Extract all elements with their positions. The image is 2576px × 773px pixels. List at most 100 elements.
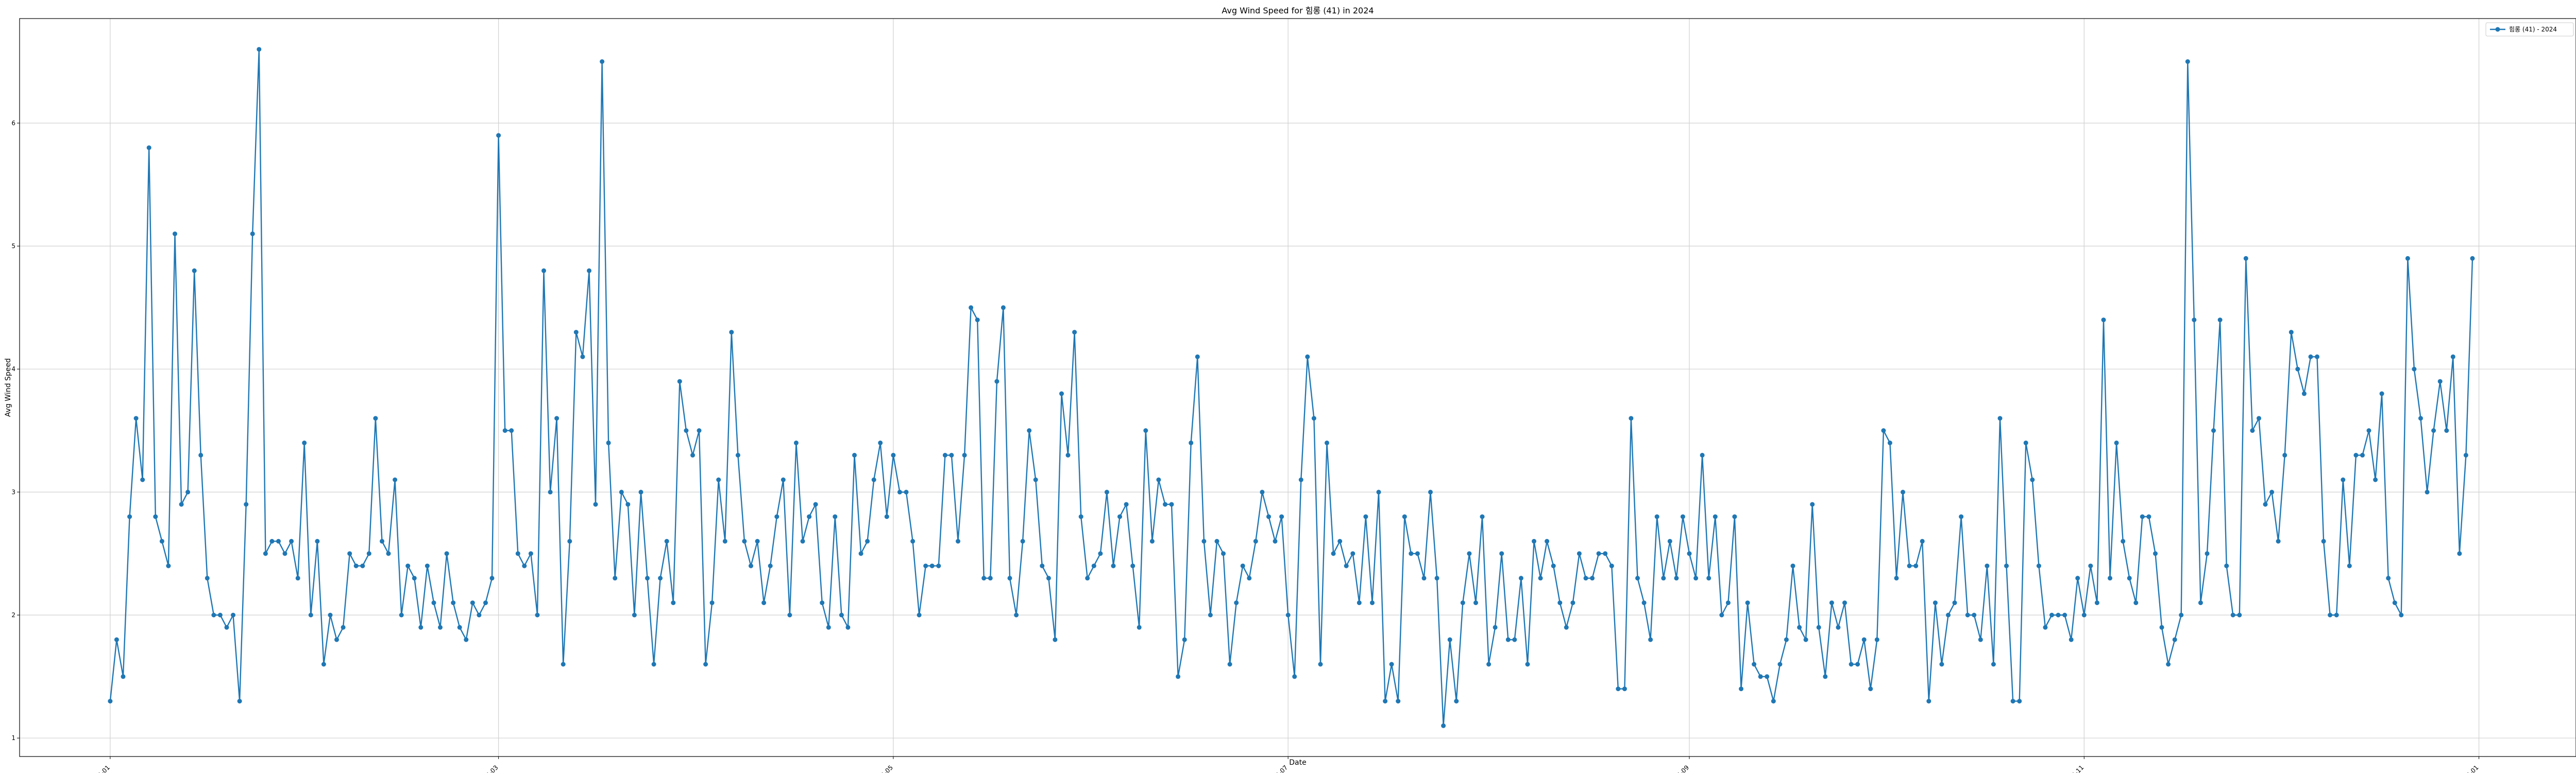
data-point — [2282, 452, 2287, 458]
data-point — [1855, 662, 1860, 667]
data-point — [477, 613, 482, 617]
data-point — [2334, 613, 2339, 617]
data-point — [2301, 391, 2307, 396]
x-tick-label: 2024-09 — [1667, 764, 1690, 773]
data-point — [1946, 613, 1951, 617]
data-point — [904, 490, 909, 495]
data-point — [826, 625, 831, 630]
data-point — [2185, 59, 2190, 64]
data-point — [1596, 551, 1601, 556]
data-point — [593, 502, 598, 507]
data-point — [1713, 514, 1718, 519]
data-point — [1402, 514, 1407, 519]
data-point — [1454, 699, 1459, 704]
data-point — [269, 539, 275, 544]
x-axis: 2024-01 2024-03 2024-05 2024-07 2024-09 2024-… — [88, 757, 2480, 773]
data-point — [1674, 576, 1679, 581]
data-point — [2004, 563, 2009, 568]
data-point — [1570, 600, 1575, 606]
data-point — [1965, 613, 1970, 617]
data-point — [2308, 354, 2313, 359]
data-point — [2205, 551, 2210, 556]
data-point — [1641, 600, 1647, 606]
data-point — [1091, 563, 1096, 568]
data-point — [1149, 539, 1155, 544]
data-point — [1007, 576, 1012, 581]
data-point — [2198, 600, 2203, 606]
data-point — [2146, 514, 2151, 519]
data-point — [108, 699, 113, 704]
data-point — [425, 563, 430, 568]
data-point — [2211, 428, 2216, 433]
data-point — [1053, 637, 1058, 642]
data-point — [2043, 625, 2048, 630]
data-point — [302, 440, 307, 445]
data-point — [438, 625, 443, 630]
data-point — [2081, 613, 2087, 617]
data-point — [1046, 576, 1051, 581]
data-point — [994, 379, 999, 384]
data-point — [703, 662, 708, 667]
data-point — [1894, 576, 1899, 581]
data-point — [897, 490, 902, 495]
data-point — [1538, 576, 1543, 581]
data-point — [567, 539, 572, 544]
data-point — [923, 563, 928, 568]
data-point — [1078, 514, 1083, 519]
data-point — [2405, 256, 2410, 261]
data-point — [554, 416, 560, 421]
data-point — [509, 428, 514, 433]
data-point — [341, 625, 346, 630]
data-point — [244, 502, 249, 507]
data-point — [1363, 514, 1368, 519]
data-point — [1072, 330, 1077, 335]
data-point — [1939, 662, 1944, 667]
data-point — [1130, 563, 1136, 568]
data-point — [1777, 662, 1783, 667]
data-point — [1357, 600, 1362, 606]
data-point — [386, 551, 391, 556]
data-point — [1557, 600, 1563, 606]
data-point — [2289, 330, 2294, 335]
data-point — [1532, 539, 1536, 544]
data-point — [1700, 452, 1705, 458]
data-point — [1920, 539, 1925, 544]
data-point — [1874, 637, 1879, 642]
data-point — [2431, 428, 2436, 433]
data-point — [981, 576, 987, 581]
data-point — [1706, 576, 1711, 581]
data-point — [1926, 699, 1931, 704]
data-point — [1415, 551, 1420, 556]
data-point — [1564, 625, 1569, 630]
data-point — [768, 563, 773, 568]
data-point — [742, 539, 747, 544]
data-point — [1221, 551, 1226, 556]
data-point — [2088, 563, 2093, 568]
data-point — [561, 662, 566, 667]
data-point — [2133, 600, 2139, 606]
data-point — [198, 452, 204, 458]
data-point — [839, 613, 844, 617]
x-axis-label: Date — [1289, 759, 1306, 767]
data-point — [800, 539, 805, 544]
data-point — [2224, 563, 2229, 568]
data-point — [1473, 600, 1478, 606]
data-point — [1732, 514, 1737, 519]
data-point — [133, 416, 139, 421]
data-point — [380, 539, 384, 544]
data-point — [845, 625, 851, 630]
data-point — [1997, 416, 2003, 421]
data-point — [1318, 662, 1323, 667]
data-point — [2418, 416, 2423, 421]
data-point — [1797, 625, 1802, 630]
data-point — [1253, 539, 1258, 544]
data-point — [1881, 428, 1886, 433]
x-tick-label: 2024-03 — [476, 764, 499, 773]
data-point — [1020, 539, 1025, 544]
data-point — [1667, 539, 1672, 544]
data-point — [1583, 576, 1588, 581]
y-axis: 1 2 3 4 5 6 — [11, 120, 20, 742]
data-point — [619, 490, 624, 495]
data-point — [2094, 600, 2099, 606]
